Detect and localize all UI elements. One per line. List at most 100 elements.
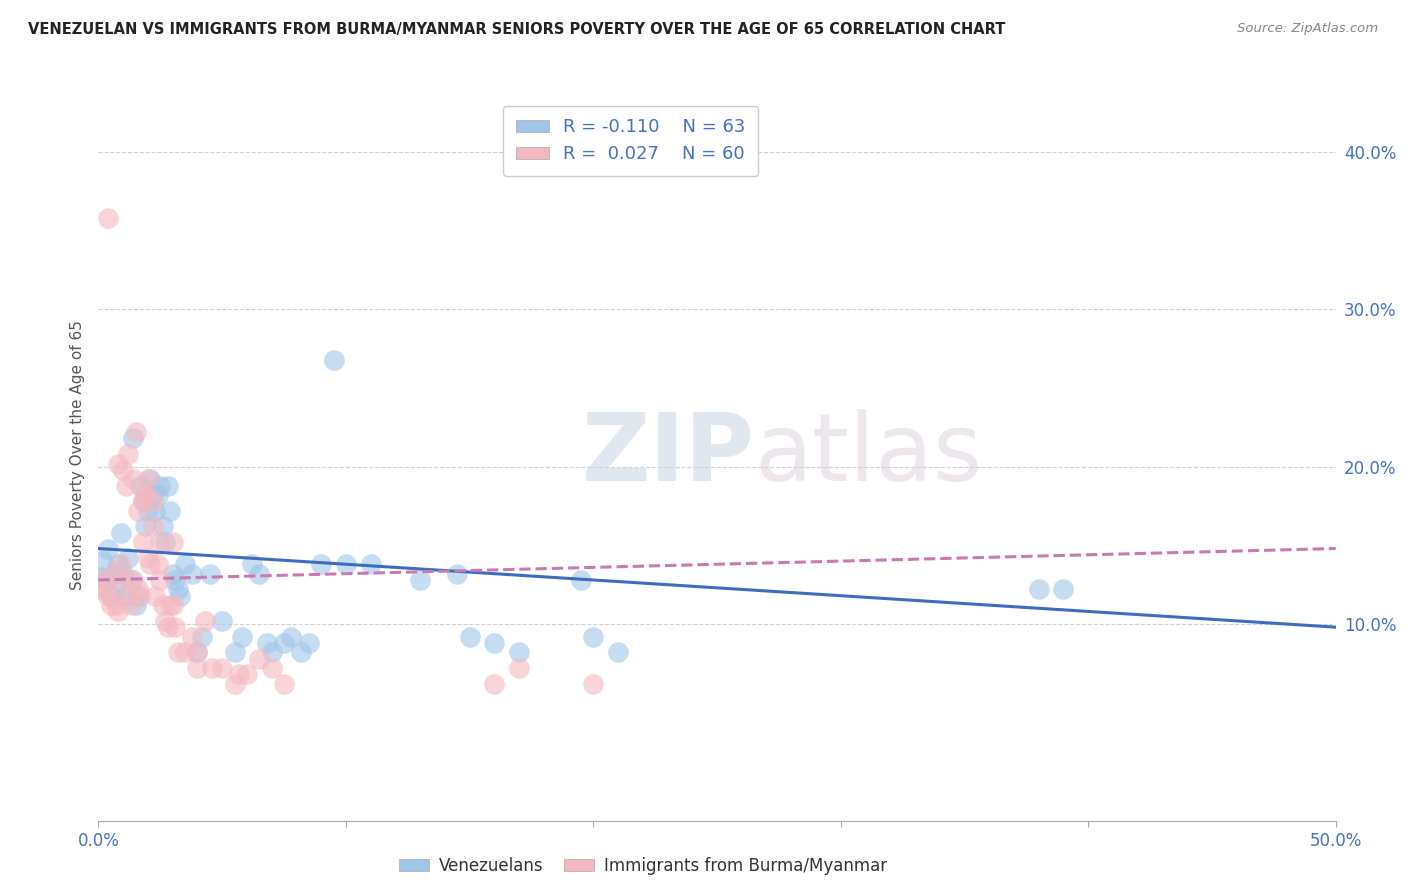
Point bbox=[155, 535, 177, 549]
Point bbox=[117, 551, 139, 566]
Point bbox=[607, 645, 630, 659]
Point bbox=[124, 425, 146, 439]
Point bbox=[142, 488, 165, 502]
Point bbox=[127, 582, 149, 597]
Point bbox=[127, 589, 149, 603]
Point bbox=[156, 478, 179, 492]
Point bbox=[260, 661, 283, 675]
Point bbox=[97, 211, 120, 226]
Legend: Venezuelans, Immigrants from Burma/Myanmar: Venezuelans, Immigrants from Burma/Myanm… bbox=[392, 850, 893, 882]
Text: atlas: atlas bbox=[754, 409, 983, 501]
Point bbox=[162, 535, 184, 549]
Point bbox=[156, 620, 179, 634]
Point bbox=[93, 573, 115, 587]
Text: Source: ZipAtlas.com: Source: ZipAtlas.com bbox=[1237, 22, 1378, 36]
Point bbox=[273, 677, 295, 691]
Point bbox=[107, 604, 129, 618]
Point bbox=[211, 661, 233, 675]
Point bbox=[149, 478, 172, 492]
Point bbox=[360, 558, 382, 572]
Point bbox=[165, 573, 187, 587]
Point bbox=[100, 589, 122, 603]
Text: ZIP: ZIP bbox=[581, 409, 754, 501]
Point bbox=[224, 645, 246, 659]
Point bbox=[169, 589, 191, 603]
Point bbox=[162, 598, 184, 612]
Point bbox=[569, 573, 592, 587]
Point bbox=[181, 630, 204, 644]
Point bbox=[107, 457, 129, 471]
Point bbox=[165, 620, 187, 634]
Point bbox=[1052, 582, 1074, 597]
Point bbox=[90, 582, 112, 597]
Point bbox=[132, 535, 155, 549]
Point bbox=[508, 661, 530, 675]
Point bbox=[93, 554, 115, 568]
Point bbox=[104, 582, 127, 597]
Point bbox=[260, 645, 283, 659]
Point bbox=[484, 636, 506, 650]
Point bbox=[94, 582, 117, 597]
Point bbox=[582, 677, 605, 691]
Point bbox=[186, 645, 208, 659]
Point bbox=[1028, 582, 1050, 597]
Point bbox=[458, 630, 481, 644]
Point bbox=[162, 566, 184, 581]
Point bbox=[231, 630, 253, 644]
Point bbox=[211, 614, 233, 628]
Point bbox=[198, 566, 221, 581]
Point bbox=[247, 651, 270, 665]
Point bbox=[152, 519, 174, 533]
Point bbox=[134, 519, 156, 533]
Point bbox=[228, 667, 250, 681]
Point bbox=[139, 472, 162, 486]
Point bbox=[120, 573, 142, 587]
Point bbox=[110, 558, 132, 572]
Point bbox=[152, 598, 174, 612]
Point bbox=[166, 645, 188, 659]
Point bbox=[134, 488, 156, 502]
Point bbox=[298, 636, 321, 650]
Point bbox=[159, 598, 181, 612]
Point bbox=[103, 566, 125, 581]
Point bbox=[409, 573, 432, 587]
Point bbox=[127, 504, 149, 518]
Text: VENEZUELAN VS IMMIGRANTS FROM BURMA/MYANMAR SENIORS POVERTY OVER THE AGE OF 65 C: VENEZUELAN VS IMMIGRANTS FROM BURMA/MYAN… bbox=[28, 22, 1005, 37]
Point bbox=[201, 661, 224, 675]
Point bbox=[132, 494, 155, 508]
Point bbox=[139, 558, 162, 572]
Point bbox=[273, 636, 295, 650]
Point bbox=[129, 589, 152, 603]
Point bbox=[136, 551, 159, 566]
Point bbox=[143, 589, 166, 603]
Point bbox=[97, 541, 120, 556]
Y-axis label: Seniors Poverty Over the Age of 65: Seniors Poverty Over the Age of 65 bbox=[69, 320, 84, 590]
Point bbox=[120, 598, 142, 612]
Point bbox=[100, 598, 122, 612]
Point bbox=[247, 566, 270, 581]
Point bbox=[159, 504, 181, 518]
Point bbox=[446, 566, 468, 581]
Point bbox=[142, 494, 165, 508]
Point bbox=[186, 661, 208, 675]
Point bbox=[112, 566, 135, 581]
Point bbox=[122, 472, 145, 486]
Point bbox=[186, 645, 208, 659]
Point bbox=[117, 447, 139, 461]
Point bbox=[582, 630, 605, 644]
Point bbox=[322, 352, 344, 367]
Point bbox=[136, 504, 159, 518]
Point bbox=[110, 525, 132, 540]
Point bbox=[142, 519, 165, 533]
Point bbox=[97, 589, 120, 603]
Point bbox=[103, 566, 125, 581]
Point bbox=[117, 589, 139, 603]
Point bbox=[132, 494, 155, 508]
Point bbox=[508, 645, 530, 659]
Point bbox=[112, 573, 135, 587]
Point bbox=[114, 478, 136, 492]
Point bbox=[280, 630, 302, 644]
Point bbox=[146, 558, 169, 572]
Point bbox=[174, 645, 197, 659]
Point bbox=[240, 558, 263, 572]
